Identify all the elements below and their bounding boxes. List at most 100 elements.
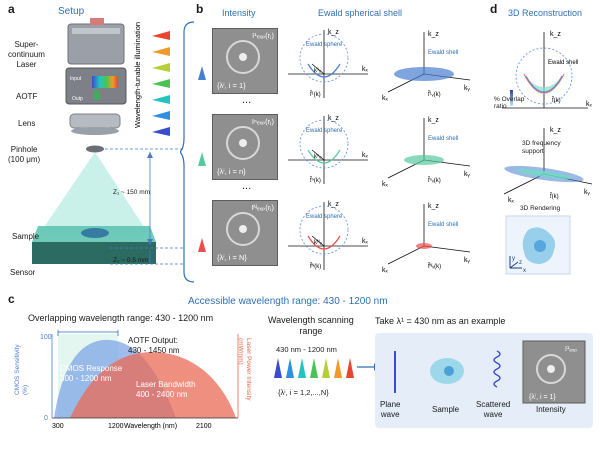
- kx3-axis-2: [387, 245, 425, 265]
- shell-disc-2: [416, 243, 432, 249]
- ewald-shell-title: Ewald spherical shell: [318, 8, 403, 18]
- panel-a-title: Setup: [58, 6, 85, 17]
- f2-label-2: f̂ᴺᵥ(k): [428, 263, 441, 270]
- ewald-sphere-1: [299, 119, 349, 169]
- light-cone: [40, 152, 148, 233]
- shell-label-2: Ewald shell: [428, 222, 458, 228]
- scan-set: {λⁱ, i = 1,2,...,N}: [278, 388, 329, 397]
- sensor-block: [32, 242, 156, 264]
- render-label: 3D Rendering: [520, 205, 561, 212]
- freq-support-label: 3D frequency support: [522, 140, 561, 155]
- xtick-1200: 1200: [108, 423, 124, 430]
- axis-y: y: [512, 256, 515, 262]
- intensity-example-label: Intensity: [536, 405, 566, 414]
- kx-text-1: kₓ: [362, 152, 369, 159]
- ewald-arc-2: [307, 235, 341, 250]
- d-f-mid: f̂(k): [550, 193, 559, 200]
- lens-body: [69, 113, 121, 129]
- ytick-100: 100: [40, 334, 52, 341]
- ytick-0: 0: [44, 415, 48, 422]
- ewald-diagrams: k_z kₓ Ewald sphere k¹ₒ f̂¹(k) k_z kₓ kᵧ Ewald s…: [288, 29, 471, 274]
- f-label-0: f̂¹(k): [310, 91, 321, 98]
- sensor-label: Sensor: [10, 268, 36, 277]
- accessible-range-title: Accessible wavelength range: 430 - 1200 …: [188, 296, 388, 307]
- f2-label-1: f̂ⁿᵥ(k): [428, 177, 441, 184]
- intensity-N-tl: Iᴺₑₓₚ(rⱼ): [251, 203, 274, 212]
- pinhole-label: Pinhole (100 μm): [8, 145, 41, 164]
- ewald-sphere-2: [299, 205, 349, 255]
- d-kz-1: k_z: [550, 31, 561, 38]
- scan-wedge-0: [274, 358, 282, 378]
- z2-label: Z₂ ~ 0.5 mm: [113, 257, 149, 264]
- scan-wedge-2: [298, 358, 306, 378]
- aotf-output-label: AOTF Output: 430 - 1450 nm: [128, 336, 180, 355]
- d-ky-2: kᵧ: [584, 189, 591, 196]
- example-int-set: {λⁱ, i = 1}: [529, 393, 556, 401]
- sample-blob: [81, 228, 109, 238]
- k-label-0: k¹ₒ: [314, 68, 322, 74]
- f2-label-0: f̂¹ᵥ(k): [428, 91, 441, 98]
- shell-label-1: Ewald shell: [428, 136, 458, 142]
- axis-z: z: [519, 260, 522, 266]
- f-label-1: f̂ⁿ(k): [310, 177, 321, 184]
- cmos-response-label: CMOS Response 300 - 1200 nm: [60, 364, 123, 383]
- pinhole-disc: [86, 145, 104, 153]
- kz3-text-1: k_z: [428, 117, 439, 124]
- d-kz-2: k_z: [550, 127, 561, 134]
- k-vector-1: [311, 149, 325, 161]
- x-axis-label: Wavelength (nm): [124, 423, 177, 430]
- reconstruction-diagrams: k_z kₓ Ewald shell f̂(k) k_z kₓ kᵧ f̂(k)…: [502, 31, 593, 275]
- d-f-top: f̂(k): [552, 97, 561, 104]
- plane-wave-label: Plane wave: [380, 400, 401, 419]
- xtick-300: 300: [52, 423, 64, 430]
- setup-diagram: Input Outp Wavelength-tunable illuminati…: [32, 18, 184, 265]
- sample-label: Sample: [12, 232, 40, 241]
- sphere-label-2: Ewald sphere: [306, 214, 343, 220]
- k-label-1: kⁿₒ: [314, 153, 322, 160]
- row-wedges: [198, 66, 206, 252]
- intensity-N-set: {λⁱ, i = N}: [217, 253, 247, 262]
- kz-text-1: k_z: [328, 115, 339, 122]
- shell-disc-0: [394, 67, 454, 81]
- kz3-text-0: k_z: [428, 31, 439, 38]
- ky3-text-2: kᵧ: [464, 257, 471, 264]
- kx3-text-1: kₓ: [382, 181, 389, 188]
- kz3-text-2: k_z: [428, 203, 439, 210]
- scan-wedge-6: [346, 358, 354, 378]
- cmos-y-label: CMOS Sensitivity (%): [14, 344, 29, 395]
- scan-range: 430 nm - 1200 nm: [276, 345, 337, 354]
- reconstruction-title: 3D Reconstruction: [508, 8, 583, 18]
- intensity-image-N: Iᴺₑₓₚ(rⱼ) {λⁱ, i = N}: [212, 200, 278, 266]
- panel-d-letter: d: [490, 2, 498, 16]
- f-label-2: f̂ᴺ(k): [310, 263, 321, 270]
- d-kx-2: kₓ: [508, 197, 515, 204]
- k-vector-0: [311, 63, 325, 75]
- shell-label-0: Ewald shell: [428, 50, 458, 56]
- xtick-2100: 2100: [196, 423, 212, 430]
- lens-label: Lens: [18, 119, 36, 128]
- ellipsis-2: ...: [242, 180, 252, 192]
- d-kx-1: kₓ: [586, 101, 593, 108]
- panel-c-letter: c: [8, 292, 15, 306]
- scan-wedge-3: [310, 358, 318, 378]
- intensity-n-tl: Iⁿₑₓₚ(rⱼ): [251, 117, 274, 126]
- ky3-text-0: kᵧ: [464, 85, 471, 92]
- overlap-title: Overlapping wavelength range: 430 - 1200…: [28, 313, 214, 323]
- scan-wedge-5: [334, 358, 342, 378]
- intensity-title: Intensity: [222, 8, 256, 18]
- intensity-1-set: {λⁱ, i = 1}: [217, 81, 246, 90]
- shell-disc-1: [404, 155, 444, 165]
- kx-text-2: kₓ: [362, 238, 369, 245]
- spectrum-chart: 100 0 300 1200 2100 Wavelength (nm): [40, 330, 239, 430]
- example-int-tl: I¹ₑₓₚ: [565, 346, 577, 353]
- ky3-text-1: kᵧ: [464, 171, 471, 178]
- laser-y-label: Laser Power Intensity (mW/nm): [237, 338, 252, 401]
- laser-curve: [70, 352, 236, 418]
- scattered-wave-label: Scattered wave: [476, 400, 511, 419]
- scan-title: Wavelength scanning range: [268, 315, 354, 336]
- scan-wedges: [274, 358, 354, 378]
- ewald-sphere-0: [299, 33, 349, 83]
- panel-bracket: [180, 21, 195, 283]
- ewald-arc-0: [307, 63, 341, 78]
- kz-text-2: k_z: [328, 201, 339, 208]
